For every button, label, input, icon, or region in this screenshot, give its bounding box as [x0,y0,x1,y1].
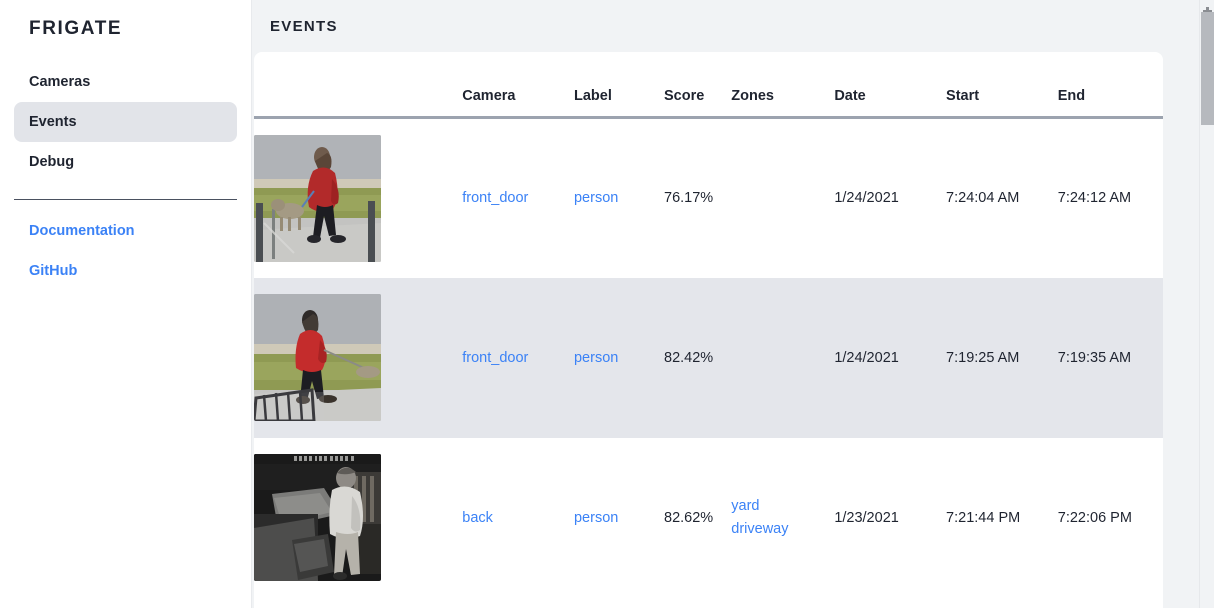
sidebar-item-cameras[interactable]: Cameras [29,74,91,90]
event-thumbnail-cell[interactable] [254,118,462,278]
app-brand-title: FRIGATE [29,18,123,39]
event-score-cell: 82.62% [664,509,714,526]
table-row[interactable]: front_door person 76.17% 1/24/2021 7:24:… [254,118,1163,278]
event-camera-link[interactable]: back [462,509,493,526]
event-zones-cell: yard driveway [731,438,834,598]
event-zone-link-yard[interactable]: yard [731,497,760,514]
event-thumbnail-cell[interactable] [254,438,462,598]
sidebar-divider [14,199,237,200]
event-camera-cell: front_door [462,118,574,278]
event-label-cell: person [574,118,664,278]
event-label-link[interactable]: person [573,349,619,366]
sidebar-external-links: Documentation GitHub [0,211,251,291]
events-card: Camera Label Score Zones Date Start End [254,52,1163,608]
event-zones-cell [731,277,835,438]
event-end-cell: 7:24:12 AM [1057,190,1132,207]
table-header-row: Camera Label Score Zones Date Start End [254,52,1163,119]
event-date-cell: 1/23/2021 [834,509,899,526]
event-end-cell: 7:19:35 AM [1057,277,1163,438]
event-score-cell: 82.42% [664,277,732,438]
event-label-link[interactable]: person [573,509,619,526]
event-thumbnail-daytime-dogwalker[interactable] [254,134,381,262]
sidebar: FRIGATE Cameras Events Debug Documentati… [0,0,252,608]
event-camera-cell: back [462,438,574,598]
sidebar-item-events[interactable]: Events [14,102,237,142]
event-thumbnail-cell[interactable] [254,277,463,438]
column-header-end: End [1057,52,1163,119]
event-label-cell: person [574,438,664,598]
table-row[interactable]: back person 82.62% yard driveway 1/23/20… [254,438,1163,598]
sidebar-link-documentation[interactable]: Documentation [29,223,135,239]
event-zones-cell [731,118,834,278]
event-camera-link[interactable]: front_door [462,190,529,207]
page-title: EVENTS [270,18,338,35]
scroll-thumb[interactable] [1201,12,1214,125]
sidebar-item-debug[interactable]: Debug [29,154,75,170]
event-date-cell: 1/24/2021 [834,190,899,207]
column-header-camera: Camera [462,52,574,119]
event-score-cell: 76.17% [664,190,714,207]
column-header-thumbnail [254,52,463,119]
table-row[interactable]: front_door person 82.42% 1/24/2021 7:19:… [254,277,1163,438]
event-thumbnail-night-infrared-person[interactable] [254,454,381,581]
column-header-zones: Zones [731,52,835,119]
event-camera-cell: front_door [462,277,574,438]
column-header-date: Date [834,52,947,119]
sidebar-link-github[interactable]: GitHub [29,263,78,279]
event-label-link[interactable]: person [573,190,619,207]
events-table-body: front_door person 76.17% 1/24/2021 7:24:… [254,118,1163,598]
event-label-cell: person [573,277,665,438]
events-table-head: Camera Label Score Zones Date Start End [254,52,1163,119]
sidebar-nav: Cameras Events Debug [0,62,251,182]
main-content: EVENTS Camera Label Score Zones Date Sta… [252,0,1214,608]
column-header-label: Label [573,52,665,119]
event-start-cell: 7:21:44 PM [946,509,1021,526]
scroll-up-arrow-icon[interactable] [1203,2,1212,13]
event-camera-link[interactable]: front_door [462,349,529,366]
event-end-cell: 7:22:06 PM [1057,509,1132,526]
event-zone-link-driveway[interactable]: driveway [731,520,789,537]
column-header-score: Score [664,52,732,119]
event-date-cell: 1/24/2021 [834,277,947,438]
event-start-cell: 7:24:04 AM [946,190,1020,207]
event-start-cell: 7:19:25 AM [946,277,1058,438]
column-header-start: Start [946,52,1058,119]
events-table: Camera Label Score Zones Date Start End [254,52,1163,598]
event-thumbnail-daytime-walker-leash[interactable] [254,294,381,421]
page-scrollbar[interactable] [1199,0,1214,608]
